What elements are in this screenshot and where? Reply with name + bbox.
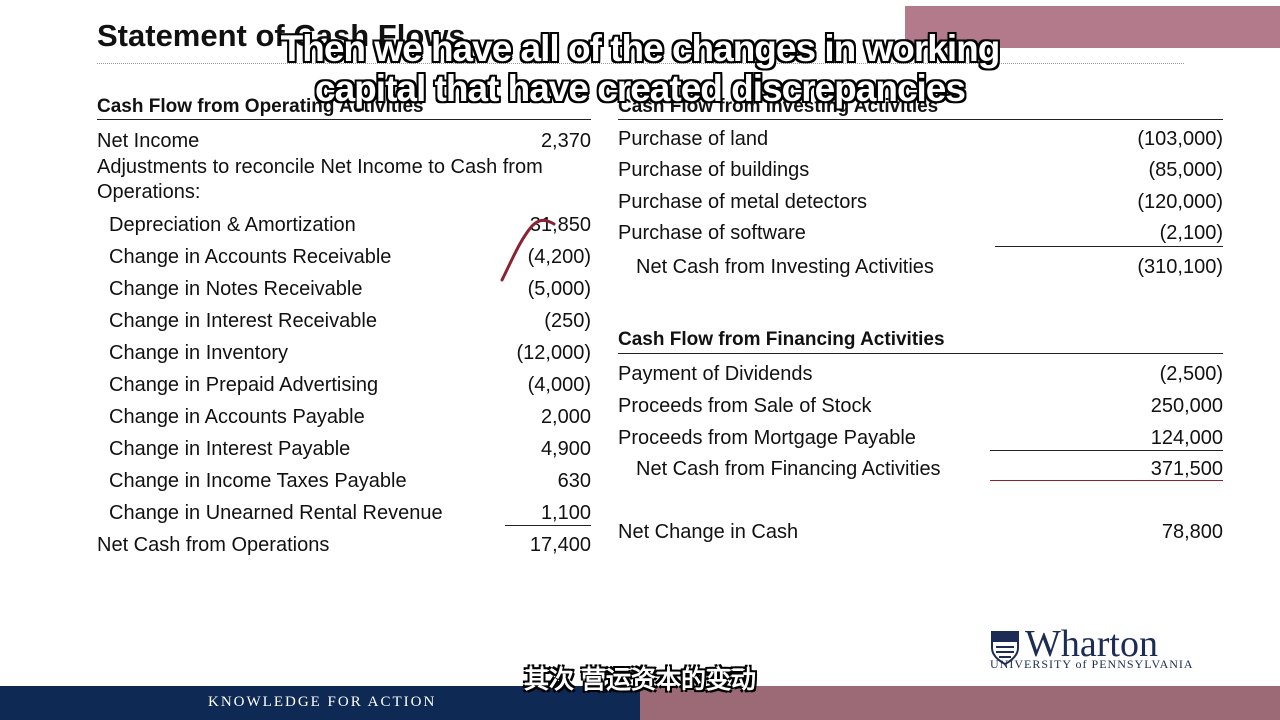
investing-sum-rule	[995, 246, 1223, 247]
row-value: (103,000)	[1137, 128, 1223, 150]
operating-heading: Cash Flow from Operating Activities	[97, 96, 424, 117]
row-label: Payment of Dividends	[618, 363, 813, 385]
row-label: Proceeds from Sale of Stock	[618, 395, 872, 417]
row-value: (4,200)	[527, 246, 591, 268]
row-value: (4,000)	[527, 374, 591, 396]
row-value: (2,500)	[1159, 363, 1223, 385]
investing-heading: Cash Flow from Investing Activities	[618, 96, 939, 117]
footer-bar-navy	[0, 686, 640, 720]
row-label: Depreciation & Amortization	[109, 214, 356, 236]
title-divider	[97, 63, 1184, 64]
wharton-shield-icon	[991, 631, 1019, 666]
subtitle-english-line-2: capital that have created discrepancies	[315, 68, 966, 109]
row-label: Proceeds from Mortgage Payable	[618, 427, 916, 449]
financing-sum-rule	[990, 450, 1223, 451]
corner-accent-block	[905, 6, 1280, 48]
row-label: Change in Interest Payable	[109, 438, 351, 460]
investing-total-value: (310,100)	[1137, 256, 1223, 278]
net-income-value: 2,370	[540, 130, 591, 152]
financing-total-label: Net Cash from Financing Activities	[636, 458, 941, 480]
wharton-logo-university: UNIVERSITY of PENNSYLVANIA	[990, 657, 1194, 671]
row-label: Purchase of buildings	[618, 159, 810, 181]
row-label: Change in Unearned Rental Revenue	[109, 502, 443, 524]
subtitle-english-line-1: Then we have all of the changes in worki…	[280, 28, 1001, 69]
pen-annotation-mark	[500, 218, 556, 282]
row-value: 1,100	[540, 502, 591, 524]
row-value: (5,000)	[527, 278, 591, 300]
row-value: (120,000)	[1137, 191, 1223, 213]
net-income-label: Net Income	[97, 130, 200, 152]
net-change-value: 78,800	[1161, 521, 1223, 543]
row-value: 2,000	[540, 406, 591, 428]
investing-total-label: Net Cash from Investing Activities	[636, 256, 934, 278]
adjustments-line-2: Operations:	[97, 181, 201, 203]
financing-total-value: 371,500	[1150, 458, 1223, 480]
row-value: (2,100)	[1159, 222, 1223, 244]
operating-heading-rule	[97, 119, 591, 120]
adjustments-line-1: Adjustments to reconcile Net Income to C…	[97, 156, 543, 178]
slide-title: Statement of Cash Flows	[97, 18, 466, 53]
wharton-logo-wordmark: Wharton	[1025, 623, 1158, 665]
row-value: 250,000	[1150, 395, 1223, 417]
financing-heading-rule	[618, 353, 1223, 354]
row-label: Change in Inventory	[109, 342, 289, 364]
net-change-label: Net Change in Cash	[618, 521, 799, 543]
row-label: Change in Income Taxes Payable	[109, 470, 407, 492]
investing-heading-rule	[618, 119, 1223, 120]
row-value: (250)	[544, 310, 591, 332]
row-label: Change in Notes Receivable	[109, 278, 363, 300]
footer-tagline: KNOWLEDGE FOR ACTION	[208, 694, 437, 710]
financing-total-underline	[990, 480, 1223, 481]
operating-total-value: 17,400	[529, 534, 591, 556]
row-label: Change in Accounts Receivable	[109, 246, 392, 268]
row-label: Purchase of land	[618, 128, 769, 150]
row-value: 124,000	[1150, 427, 1223, 449]
row-label: Change in Accounts Payable	[109, 406, 365, 428]
row-label: Purchase of metal detectors	[618, 191, 868, 213]
row-label: Purchase of software	[618, 222, 806, 244]
operating-sum-rule	[505, 525, 591, 526]
row-label: Change in Interest Receivable	[109, 310, 377, 332]
operating-total-label: Net Cash from Operations	[97, 534, 330, 556]
footer-bar-mauve	[640, 686, 1280, 720]
row-label: Change in Prepaid Advertising	[109, 374, 379, 396]
row-value: (85,000)	[1148, 159, 1224, 181]
financing-heading: Cash Flow from Financing Activities	[618, 329, 945, 350]
subtitle-chinese: 其次 营运资本的变动	[524, 666, 756, 694]
row-value: 4,900	[540, 438, 591, 460]
row-value: 630	[557, 470, 591, 492]
row-value: (12,000)	[516, 342, 592, 364]
